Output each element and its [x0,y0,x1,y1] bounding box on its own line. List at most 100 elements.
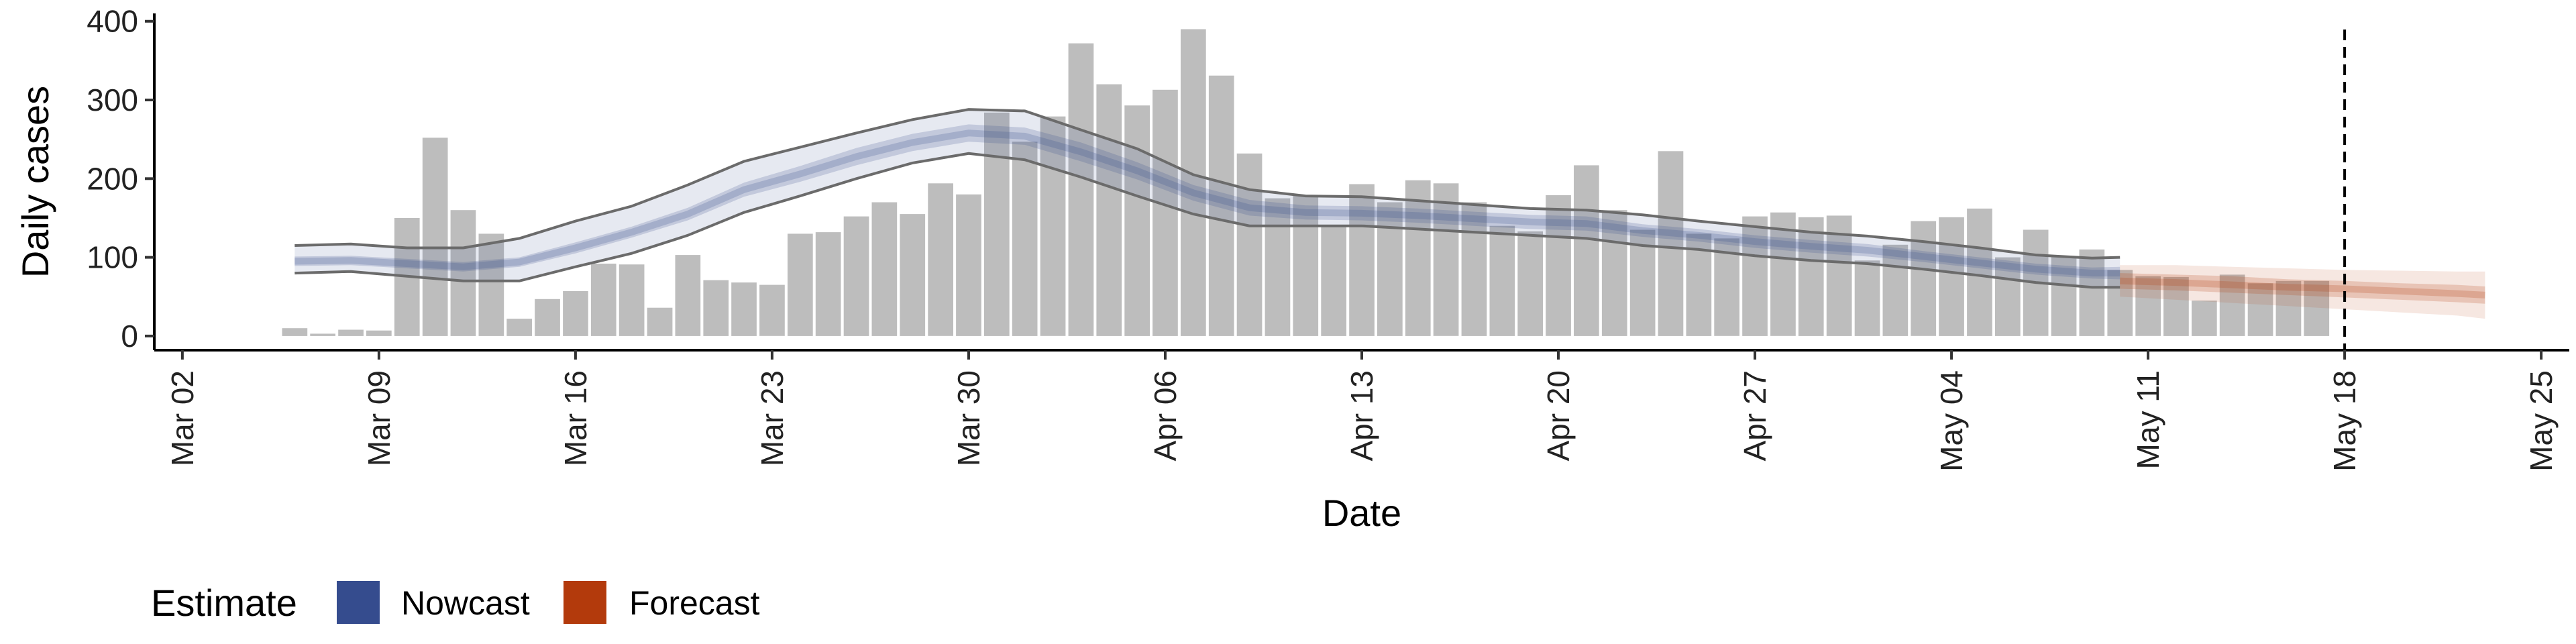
bar [1854,260,1880,336]
bar [1377,202,1403,336]
bar [282,328,308,336]
x-tick-label: Apr 13 [1344,370,1379,462]
x-tick-label: Mar 30 [951,370,986,466]
bar [647,307,673,336]
legend-title: Estimate [151,582,297,624]
nowcast-series [294,108,2121,289]
bar [506,319,532,336]
x-tick-label: Apr 20 [1541,370,1576,462]
bar [1405,180,1431,336]
nowcast-median-line [294,129,2121,277]
bar [1911,221,1937,336]
bar [2135,276,2161,336]
x-tick-label: Mar 02 [165,370,200,466]
bar [1293,196,1319,336]
bar [1798,217,1824,336]
bar [1012,142,1038,336]
y-tick-label: 400 [87,4,138,39]
bar [2247,283,2273,336]
nowcast-outer-band [294,109,2121,288]
legend-swatch-nowcast [337,581,380,624]
bar [1433,183,1459,336]
forecast-series [2120,265,2485,319]
bar [338,329,364,336]
bar [2304,280,2330,336]
bar [1461,202,1487,336]
bar [2163,276,2189,336]
bar [1517,231,1543,336]
bar [871,202,898,336]
bar [2192,301,2217,336]
bar [2079,249,2105,336]
bar [1574,165,1599,336]
x-tick-label: May 25 [2524,370,2559,472]
bar [1068,43,1094,336]
forecast-outer-band [2120,265,2485,319]
bar [2275,280,2302,336]
bars [282,29,2330,336]
bar [1882,244,1909,336]
y-axis-title: Daily cases [14,86,56,278]
bar [450,210,476,336]
y-tick-label: 300 [87,83,138,117]
bar [731,282,757,336]
y-tick-label: 100 [87,240,138,275]
legend-label-forecast: Forecast [629,584,760,622]
bar [478,233,504,336]
bar [900,214,926,336]
bar [590,264,616,336]
x-tick-label: Apr 27 [1737,370,1772,462]
x-tick-label: Apr 06 [1148,370,1183,462]
bar [1265,198,1291,336]
x-axis: Mar 02 Mar 09 Mar 16 Mar 23 Mar 30 Apr 06 Apr … [165,350,2559,472]
nowcast-upper-line [294,108,2121,260]
bar [1742,216,1768,336]
bar [1152,89,1178,336]
bar [1349,184,1375,336]
x-tick-label: May 04 [1934,370,1969,472]
bar [815,232,841,336]
bar [1770,212,1796,336]
bar [2051,256,2077,336]
bar [1124,105,1150,336]
bar [1995,257,2021,336]
bar [1096,84,1122,336]
bar [1658,151,1684,336]
x-tick-label: Mar 23 [755,370,790,466]
bar [563,291,588,336]
bar [619,264,645,336]
legend-swatch-forecast [564,581,606,624]
bar [956,194,981,336]
bar [675,255,701,336]
bar [2107,270,2133,336]
nowcast-lower-line [294,152,2121,289]
bar [1489,225,1515,336]
bar [1601,210,1627,336]
bar [1040,116,1066,336]
bar [1181,29,1206,336]
nowcast-inner-band [294,124,2121,280]
bar [759,284,785,336]
y-tick-label: 200 [87,161,138,196]
bar [928,183,953,336]
bar [1236,153,1263,336]
bar [535,299,560,336]
bar [1967,208,1992,336]
x-tick-label: Mar 16 [558,370,593,466]
bar [1546,195,1571,336]
bar [788,233,813,336]
y-axis: 0 100 200 300 400 [87,4,154,354]
bar [843,216,869,336]
bar [2219,274,2245,336]
x-tick-label: Mar 09 [362,370,396,466]
x-tick-label: May 11 [2131,370,2165,469]
x-axis-title: Date [1322,492,1401,534]
y-tick-label: 0 [121,319,138,354]
forecast-median-line [2120,277,2485,299]
bar [1939,217,1964,336]
x-tick-label: May 18 [2327,370,2362,472]
legend: Estimate Nowcast Forecast [151,581,760,624]
bar [703,280,729,336]
bar [984,112,1010,336]
